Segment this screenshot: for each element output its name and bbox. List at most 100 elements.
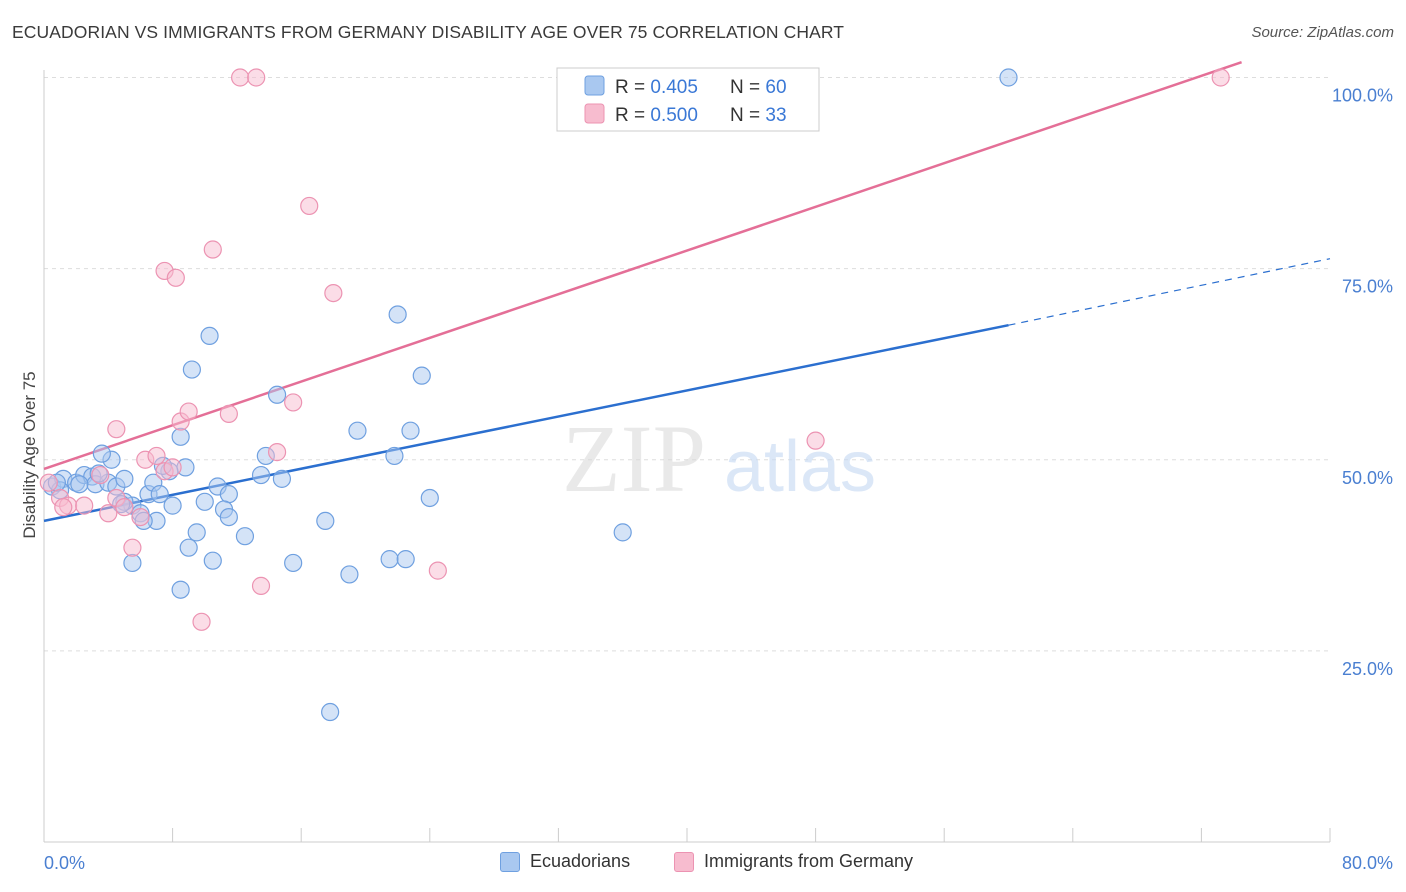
ecuadorian-point bbox=[420, 488, 439, 508]
germany-point bbox=[166, 268, 185, 287]
germany-point bbox=[54, 498, 73, 517]
ecuadorian-point bbox=[195, 492, 214, 511]
ecuadorian-point bbox=[388, 305, 407, 324]
ecuadorian-point bbox=[92, 444, 111, 463]
ecuadorian-point bbox=[251, 465, 271, 485]
germany-swatch bbox=[674, 851, 694, 872]
germany-point bbox=[806, 431, 825, 450]
germany-point bbox=[219, 404, 238, 423]
legend-n-label: N = bbox=[730, 77, 765, 98]
germany-point bbox=[179, 402, 198, 421]
trend-lines bbox=[43, 61, 1331, 523]
germany-point bbox=[147, 446, 166, 466]
legend-r-value: 0.500 bbox=[650, 105, 698, 126]
ecuadorian-point bbox=[115, 469, 134, 488]
ecuadorian-point bbox=[380, 550, 399, 569]
watermark-atlas: atlas bbox=[724, 427, 876, 507]
ecuadorian-point bbox=[412, 366, 431, 385]
germany-trend-line bbox=[43, 61, 1242, 471]
ecuadorian-point bbox=[219, 485, 238, 504]
ecuadorian-point bbox=[150, 485, 169, 504]
svg-text:R = 0.405: R = 0.405 bbox=[615, 77, 698, 98]
germany-point bbox=[115, 498, 134, 517]
y-tick-label: 50.0% bbox=[1342, 468, 1393, 488]
axes bbox=[43, 70, 1331, 843]
legend-r-label: R = bbox=[615, 105, 650, 126]
germany-point bbox=[231, 68, 250, 87]
legend-r-label: R = bbox=[615, 77, 650, 98]
germany-point bbox=[192, 612, 211, 631]
ecuadorians-swatch bbox=[500, 851, 520, 872]
chart-title: ECUADORIAN VS IMMIGRANTS FROM GERMANY DI… bbox=[12, 22, 845, 42]
y-tick-label: 25.0% bbox=[1342, 659, 1393, 679]
germany-point bbox=[91, 465, 110, 485]
germany-point bbox=[324, 283, 343, 303]
source-credit: Source: ZipAtlas.com bbox=[1251, 24, 1394, 41]
legend-item-ecuadorians[interactable]: Ecuadorians bbox=[500, 851, 630, 872]
ecuadorian-point bbox=[396, 550, 415, 569]
ecuadorians-trend-extension bbox=[1008, 258, 1331, 326]
svg-text:R = 0.500: R = 0.500 bbox=[615, 105, 698, 126]
germany-point bbox=[251, 576, 271, 595]
legend-n-value: 33 bbox=[765, 105, 786, 126]
germany-point bbox=[203, 240, 222, 259]
ecuadorian-point bbox=[999, 68, 1018, 87]
y-tick-labels: 25.0% 50.0% 75.0% 100.0% bbox=[1332, 86, 1393, 679]
legend-swatch-germany bbox=[584, 103, 605, 124]
ecuadorian-point bbox=[182, 360, 201, 379]
germany-point bbox=[428, 561, 447, 580]
germany-point bbox=[123, 538, 142, 557]
germany-point bbox=[75, 496, 94, 515]
y-tick-label: 75.0% bbox=[1342, 277, 1393, 297]
ecuadorian-point bbox=[203, 551, 222, 570]
x-tick-labels: 0.0% 80.0% bbox=[44, 853, 1393, 873]
ecuadorian-point bbox=[200, 326, 219, 346]
germany-point bbox=[267, 443, 287, 462]
ecuadorian-point bbox=[171, 427, 190, 446]
ecuadorian-point bbox=[187, 523, 206, 542]
x-tick-label: 80.0% bbox=[1342, 853, 1393, 873]
series-legend: Ecuadorians Immigrants from Germany bbox=[0, 851, 1406, 877]
germany-point bbox=[163, 458, 182, 477]
grid-lines bbox=[44, 77, 1330, 652]
ecuadorian-point bbox=[235, 527, 255, 546]
germany-point bbox=[99, 504, 118, 523]
ecuadorian-point bbox=[385, 446, 404, 466]
ecuadorian-point bbox=[179, 538, 198, 557]
watermark-zip: ZIP bbox=[562, 405, 706, 512]
y-tick-label: 100.0% bbox=[1332, 86, 1393, 106]
germany-point bbox=[300, 196, 319, 216]
svg-text:N = 60: N = 60 bbox=[730, 77, 787, 98]
legend-item-germany[interactable]: Immigrants from Germany bbox=[674, 851, 913, 872]
ecuadorian-point bbox=[123, 553, 142, 573]
stats-legend: R = 0.405 N = 60 R = 0.500 N = 33 bbox=[556, 67, 820, 132]
ecuadorian-point bbox=[267, 385, 287, 404]
legend-r-value: 0.405 bbox=[650, 77, 698, 98]
ecuadorian-point bbox=[171, 580, 190, 599]
germany-point bbox=[107, 420, 126, 439]
ecuadorian-point bbox=[219, 507, 238, 527]
ecuadorian-point bbox=[401, 421, 420, 440]
y-axis-label: Disability Age Over 75 bbox=[20, 371, 39, 538]
ecuadorian-point bbox=[316, 511, 335, 531]
ecuadorian-point bbox=[70, 475, 89, 494]
ecuadorian-point bbox=[163, 496, 182, 515]
germany-point bbox=[247, 68, 266, 87]
svg-text:N = 33: N = 33 bbox=[730, 105, 787, 126]
germany-point bbox=[39, 473, 58, 492]
germany-point bbox=[1211, 68, 1230, 87]
legend-n-label: N = bbox=[730, 105, 765, 126]
ecuadorian-point bbox=[321, 702, 340, 722]
data-points bbox=[39, 68, 1230, 722]
ecuadorian-point bbox=[272, 469, 292, 488]
germany-point bbox=[131, 507, 150, 527]
ecuadorian-point bbox=[613, 523, 632, 542]
germany-point bbox=[284, 393, 303, 412]
x-tick-label: 0.0% bbox=[44, 853, 85, 873]
ecuadorian-point bbox=[340, 565, 359, 584]
legend-label-germany: Immigrants from Germany bbox=[704, 851, 914, 871]
legend-n-value: 60 bbox=[765, 77, 786, 98]
ecuadorians-trend-line bbox=[43, 323, 1009, 523]
legend-swatch-ecuadorians bbox=[584, 75, 605, 96]
